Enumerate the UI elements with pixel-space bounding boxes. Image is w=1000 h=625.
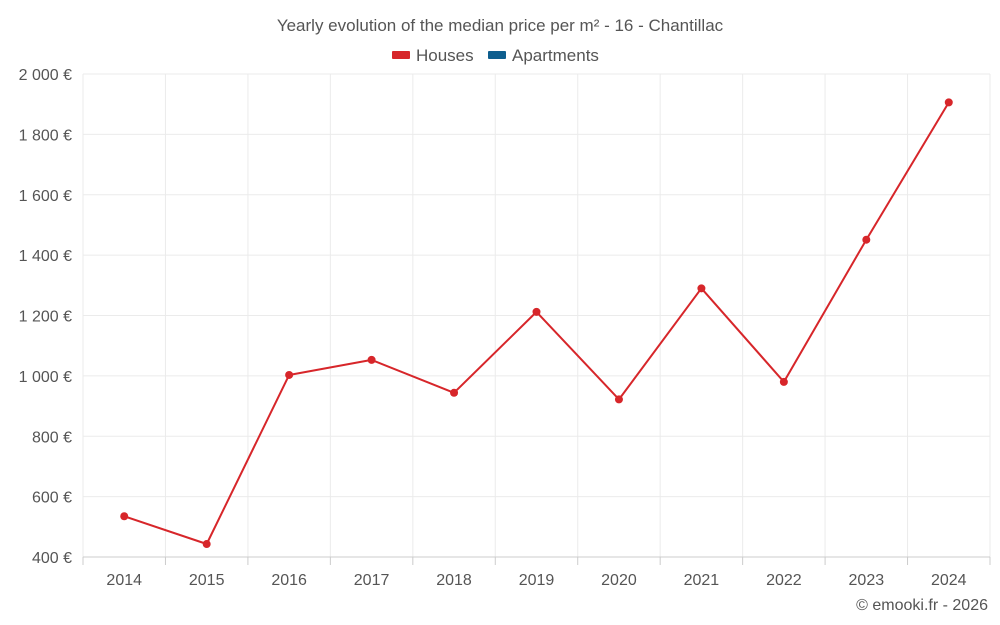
y-tick-label: 600 € <box>32 490 72 507</box>
y-tick-label: 1 200 € <box>19 309 72 326</box>
legend: Houses Apartments <box>392 46 599 65</box>
x-tick-label: 2021 <box>684 572 720 589</box>
legend-item-houses[interactable]: Houses <box>392 46 474 65</box>
x-tick-label: 2015 <box>189 572 225 589</box>
y-tick-label: 2 000 € <box>19 67 72 84</box>
x-tick-label: 2023 <box>849 572 885 589</box>
x-tick-label: 2016 <box>271 572 307 589</box>
x-axis-ticks: 2014 2015 2016 2017 2018 2019 2020 2021 2022 2023… <box>106 572 966 589</box>
x-tick-label: 2024 <box>931 572 967 589</box>
x-gridlines <box>82 74 991 565</box>
y-tick-label: 1 000 € <box>19 369 72 386</box>
data-point[interactable] <box>944 98 953 107</box>
legend-swatch-apartments <box>488 51 506 59</box>
y-tick-label: 400 € <box>32 550 72 567</box>
x-tick-label: 2017 <box>354 572 390 589</box>
y-axis-ticks: 400 € 600 € 800 € 1 000 € 1 200 € 1 400 € 1 60… <box>19 67 72 567</box>
x-tick-label: 2018 <box>436 572 472 589</box>
credit-text: © emooki.fr - 2026 <box>856 597 988 614</box>
y-tick-label: 1 600 € <box>19 188 72 205</box>
y-tick-label: 800 € <box>32 429 72 446</box>
x-tick-label: 2022 <box>766 572 802 589</box>
chart-title: Yearly evolution of the median price per… <box>277 16 724 35</box>
data-point[interactable] <box>367 355 376 364</box>
data-point[interactable] <box>862 235 871 244</box>
y-gridlines <box>83 73 990 498</box>
series-layer <box>120 98 953 549</box>
legend-label-houses: Houses <box>416 46 474 65</box>
data-point[interactable] <box>614 395 623 404</box>
x-tick-label: 2014 <box>106 572 142 589</box>
data-point[interactable] <box>202 540 211 549</box>
data-point[interactable] <box>697 284 706 293</box>
data-point[interactable] <box>779 377 788 386</box>
legend-item-apartments[interactable]: Apartments <box>488 46 599 65</box>
x-tick-label: 2020 <box>601 572 637 589</box>
legend-swatch-houses <box>392 51 410 59</box>
y-tick-label: 1 800 € <box>19 127 72 144</box>
data-point[interactable] <box>285 370 294 379</box>
data-point[interactable] <box>120 512 129 521</box>
data-point[interactable] <box>450 388 459 397</box>
data-point[interactable] <box>532 307 541 316</box>
y-tick-label: 1 400 € <box>19 248 72 265</box>
x-tick-label: 2019 <box>519 572 555 589</box>
legend-label-apartments: Apartments <box>512 46 599 65</box>
